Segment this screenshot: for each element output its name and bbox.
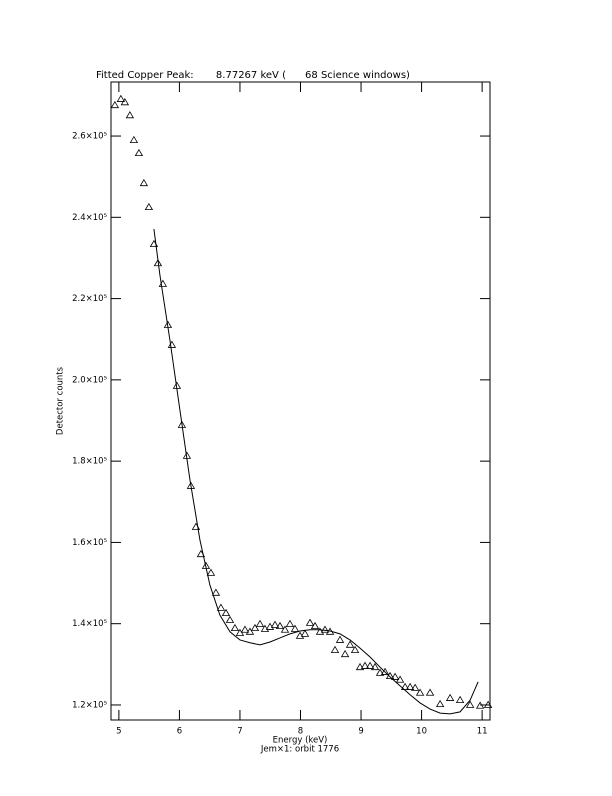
triangle-marker bbox=[455, 695, 465, 703]
chart-title: Fitted Copper Peak: 8.77267 keV ( 68 Sci… bbox=[96, 70, 410, 81]
triangle-marker bbox=[225, 615, 235, 623]
triangle-marker bbox=[375, 668, 385, 676]
triangle-marker bbox=[350, 645, 360, 654]
triangle-marker bbox=[116, 94, 126, 102]
triangle-marker bbox=[177, 420, 187, 428]
x-axis-label: Energy (keV) bbox=[273, 736, 328, 746]
triangle-marker bbox=[360, 661, 370, 669]
x-tick-label: 6 bbox=[177, 727, 182, 737]
x-tick-label: 9 bbox=[358, 727, 363, 737]
triangle-marker bbox=[310, 621, 320, 630]
triangle-marker bbox=[305, 618, 315, 626]
triangle-marker bbox=[110, 100, 120, 109]
fit-line bbox=[153, 229, 479, 715]
y-tick-label: 1.8×10⁵ bbox=[72, 457, 107, 467]
triangle-marker bbox=[380, 667, 390, 675]
triangle-marker bbox=[405, 682, 415, 690]
triangle-marker bbox=[211, 588, 221, 596]
triangle-marker bbox=[435, 699, 445, 708]
triangle-marker bbox=[425, 688, 435, 696]
triangle-marker bbox=[144, 202, 154, 211]
triangle-marker bbox=[255, 619, 265, 627]
triangle-marker bbox=[221, 608, 231, 617]
triangle-marker bbox=[153, 258, 163, 267]
y-tick-label: 2.6×10⁵ bbox=[72, 132, 107, 142]
triangle-marker bbox=[125, 111, 135, 119]
triangle-marker bbox=[275, 621, 285, 630]
triangle-marker bbox=[445, 693, 455, 701]
triangle-marker bbox=[216, 603, 226, 611]
triangle-marker bbox=[340, 649, 350, 658]
triangle-marker bbox=[335, 635, 345, 643]
y-tick-label: 2.2×10⁵ bbox=[72, 294, 107, 304]
triangle-marker bbox=[139, 178, 149, 187]
triangle-marker bbox=[410, 683, 420, 691]
triangle-marker bbox=[129, 135, 139, 144]
triangle-marker bbox=[280, 625, 290, 633]
triangle-marker bbox=[206, 568, 216, 576]
triangle-marker bbox=[330, 645, 340, 654]
triangle-marker bbox=[240, 625, 250, 633]
triangle-marker bbox=[250, 623, 260, 632]
triangle-marker bbox=[390, 672, 400, 680]
x-tick-label: 5 bbox=[116, 727, 121, 737]
triangle-marker bbox=[290, 624, 300, 632]
triangle-marker bbox=[415, 688, 425, 696]
triangle-marker bbox=[355, 662, 365, 671]
triangle-marker bbox=[270, 620, 280, 628]
triangle-marker bbox=[465, 700, 475, 708]
triangle-marker bbox=[245, 627, 255, 635]
x-tick-label: 11 bbox=[477, 727, 488, 737]
triangle-marker bbox=[400, 682, 410, 690]
triangle-marker bbox=[345, 640, 355, 648]
triangle-marker bbox=[475, 701, 485, 709]
triangle-marker bbox=[134, 148, 144, 157]
x-tick-label: 7 bbox=[237, 727, 242, 737]
triangle-marker bbox=[365, 661, 375, 669]
y-tick-label: 1.2×10⁵ bbox=[72, 700, 107, 710]
triangle-marker bbox=[395, 675, 405, 683]
y-tick-label: 1.6×10⁵ bbox=[72, 538, 107, 548]
triangle-marker bbox=[370, 662, 380, 671]
y-axis-label: Detector counts bbox=[56, 366, 66, 435]
y-tick-label: 1.4×10⁵ bbox=[72, 619, 107, 629]
triangle-marker bbox=[120, 98, 130, 106]
x-tick-label: 8 bbox=[298, 727, 303, 737]
y-tick-label: 2.4×10⁵ bbox=[72, 213, 107, 223]
y-tick-label: 2.0×10⁵ bbox=[72, 375, 107, 385]
triangle-marker bbox=[285, 619, 295, 627]
triangle-marker bbox=[230, 623, 240, 632]
triangle-marker bbox=[300, 629, 310, 637]
x-tick-label: 10 bbox=[416, 727, 427, 737]
triangle-marker bbox=[320, 625, 330, 633]
triangle-marker bbox=[483, 700, 493, 708]
subtitle: Jem×1: orbit 1776 bbox=[260, 745, 339, 755]
